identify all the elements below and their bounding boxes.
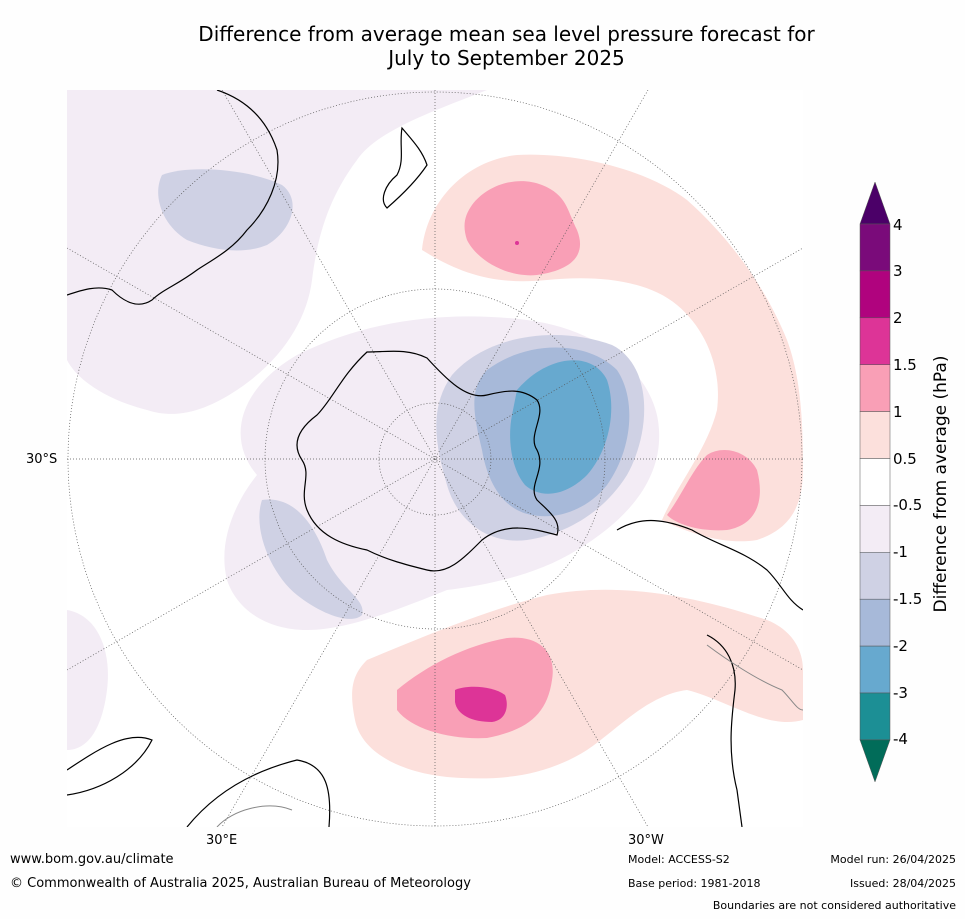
base-period: Base period: 1981-2018 — [628, 877, 761, 890]
colorbar-tick: 3 — [893, 262, 903, 280]
colorbar-tick: -3 — [893, 684, 908, 702]
colorbar-title: Difference from average (hPa) — [931, 355, 951, 613]
colorbar-segment — [859, 552, 891, 600]
australia-coast — [67, 90, 279, 305]
africa-coast — [67, 736, 331, 827]
colorbar-tick: 1 — [893, 403, 903, 421]
map-title-line-1: Difference from average mean sea level p… — [198, 22, 815, 46]
colorbar-tick: 4 — [893, 216, 903, 234]
graticule — [67, 90, 803, 827]
colorbar-segment — [859, 692, 891, 741]
colorbar-segment — [859, 223, 891, 272]
colorbar-segment — [859, 364, 891, 412]
boundaries-disclaimer: Boundaries are not considered authoritat… — [712, 899, 956, 912]
map-title-line-2: July to September 2025 — [388, 46, 625, 70]
colorbar-tick: -1.5 — [893, 590, 923, 608]
colorbar-segment — [859, 458, 891, 506]
colorbar-tick: -4 — [893, 730, 908, 748]
colorbar-segment — [859, 181, 891, 225]
antarctica-coast — [296, 350, 559, 572]
country-borders — [216, 644, 803, 827]
colorbar-segment — [859, 598, 891, 647]
latitude-label-30s: 30°S — [26, 452, 58, 467]
model-run-date: Model run: 26/04/2025 — [830, 853, 956, 866]
colorbar-tick: 1.5 — [893, 356, 917, 374]
copyright-text: © Commonwealth of Australia 2025, Austra… — [10, 876, 471, 891]
colorbar — [859, 181, 891, 783]
longitude-label-30e: 30°E — [206, 833, 238, 848]
anomaly-neg-2-to-3 — [510, 360, 612, 494]
pressure-anomaly-map — [67, 90, 803, 827]
colorbar-segment — [859, 505, 891, 553]
colorbar-tick: -0.5 — [893, 496, 923, 514]
colorbar-tick: -1 — [893, 543, 908, 561]
colorbar-segment — [859, 645, 891, 694]
colorbar-segment — [859, 270, 891, 319]
longitude-label-30w: 30°W — [628, 833, 664, 848]
colorbar-tick: -2 — [893, 637, 908, 655]
colorbar-tick: 2 — [893, 309, 903, 327]
colorbar-tick: 0.5 — [893, 450, 917, 468]
website-link[interactable]: www.bom.gov.au/climate — [10, 852, 174, 867]
south-america-coast — [616, 520, 803, 827]
colorbar-segment — [859, 411, 891, 459]
new-zealand-coast — [382, 126, 428, 209]
coastlines — [67, 90, 803, 827]
anomaly-1.5-to-2 — [455, 241, 519, 722]
model-name: Model: ACCESS-S2 — [628, 853, 730, 866]
colorbar-segment — [859, 739, 891, 783]
colorbar-segment — [859, 317, 891, 365]
issued-date: Issued: 28/04/2025 — [849, 877, 956, 890]
